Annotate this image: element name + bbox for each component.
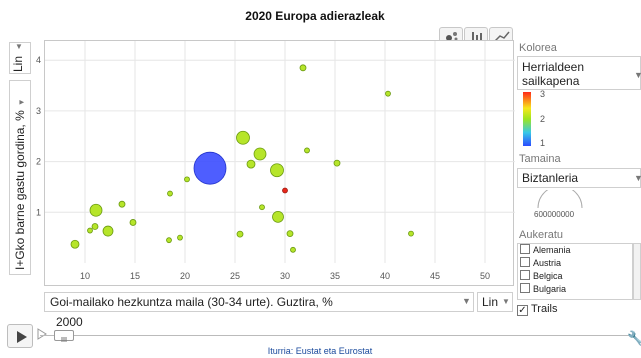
data-point[interactable] <box>118 200 126 208</box>
size-legend-circle <box>537 190 583 209</box>
y-scale-value: Lin <box>11 55 25 72</box>
bar-chart-icon <box>472 32 482 42</box>
data-point[interactable] <box>91 223 99 230</box>
data-point[interactable] <box>333 159 341 167</box>
line-view-button[interactable] <box>489 27 513 43</box>
data-point[interactable] <box>286 230 294 237</box>
data-point[interactable] <box>253 147 267 161</box>
year-label: 2000 <box>56 315 83 329</box>
data-point[interactable] <box>87 227 93 234</box>
list-item[interactable]: Austria <box>518 257 632 270</box>
plot-area[interactable]: 10 15 20 25 30 35 40 45 50 1 2 3 4 <box>36 40 515 287</box>
gridlines <box>45 41 515 263</box>
color-tick-mid: 2 <box>540 114 546 124</box>
data-points <box>70 64 414 253</box>
data-point[interactable] <box>166 237 172 244</box>
bubble-chart-icon <box>446 32 458 41</box>
data-point[interactable] <box>385 90 391 97</box>
scatter-plot[interactable]: 10 15 20 25 30 35 40 45 50 1 2 3 4 <box>36 41 515 287</box>
y-tick-label: 1 <box>36 207 41 217</box>
country-list[interactable]: Alemania Austria Belgica Bulgaria <box>517 243 633 300</box>
list-item[interactable]: Alemania <box>518 244 632 257</box>
data-point[interactable] <box>89 203 103 217</box>
data-point[interactable] <box>272 210 284 223</box>
data-point[interactable] <box>167 190 173 197</box>
y-tick-label: 3 <box>36 106 41 116</box>
x-tick-label: 45 <box>430 271 440 281</box>
list-item[interactable]: Belgica <box>518 270 632 283</box>
y-tick-label: 4 <box>36 55 41 65</box>
checkbox[interactable] <box>520 283 530 293</box>
chevron-down-icon: ▼ <box>634 173 641 183</box>
data-point[interactable] <box>70 239 80 249</box>
time-slider[interactable] <box>40 335 630 336</box>
y-axis-select[interactable] <box>9 80 31 275</box>
data-point[interactable] <box>259 204 265 211</box>
list-item[interactable]: Bulgaria <box>518 283 632 296</box>
data-point[interactable] <box>236 130 250 145</box>
x-tick-label: 35 <box>330 271 340 281</box>
data-point[interactable] <box>408 230 414 237</box>
line-chart-icon <box>494 31 510 42</box>
x-tick-label: 40 <box>380 271 390 281</box>
slider-handle[interactable] <box>54 330 74 342</box>
x-axis-select[interactable]: Goi-mailako hezkuntza maila (30-34 urte)… <box>44 292 474 312</box>
aukeratu-label: Aukeratu <box>519 229 564 241</box>
play-button[interactable] <box>7 324 33 348</box>
data-point[interactable] <box>102 225 114 237</box>
color-tick-max: 3 <box>540 89 546 99</box>
data-point[interactable] <box>270 163 284 178</box>
x-tick-label: 15 <box>130 271 140 281</box>
wrench-icon[interactable]: 🔧 <box>627 330 641 346</box>
data-point[interactable] <box>290 246 296 253</box>
x-tick-label: 25 <box>230 271 240 281</box>
x-tick-label: 50 <box>480 271 490 281</box>
y-tick-label: 2 <box>36 157 41 167</box>
source-credit: Iturria: Eustat eta Eurostat <box>267 346 373 356</box>
color-tick-min: 1 <box>540 138 546 148</box>
data-point[interactable] <box>177 234 183 241</box>
x-axis-ticks: 10 15 20 25 30 35 40 45 50 <box>80 271 490 281</box>
bubble-view-button[interactable] <box>439 27 463 43</box>
y-axis-ticks: 1 2 3 4 <box>36 55 41 217</box>
x-tick-label: 30 <box>280 271 290 281</box>
checkbox[interactable] <box>520 257 530 267</box>
size-select[interactable]: Biztanleria <box>517 168 641 188</box>
color-select[interactable]: Herrialdeen sailkapena <box>517 56 641 90</box>
data-point[interactable] <box>184 176 190 183</box>
data-point[interactable] <box>236 230 244 238</box>
y-scale-select[interactable] <box>9 42 31 74</box>
y-axis-label-text: I+Gko barne gastu gordina, % <box>13 110 27 270</box>
data-point[interactable] <box>304 147 310 154</box>
data-point[interactable] <box>246 159 256 169</box>
size-legend-value: 600000000 <box>534 210 575 219</box>
x-scale-select[interactable]: Lin <box>477 292 513 312</box>
x-tick-label: 20 <box>180 271 190 281</box>
trails-toggle[interactable]: ✓ Trails <box>517 303 558 316</box>
color-label: Kolorea <box>519 42 557 54</box>
step-icon[interactable] <box>36 327 48 341</box>
play-icon <box>17 331 27 343</box>
x-tick-label: 10 <box>80 271 90 281</box>
color-scale-bar <box>523 92 531 146</box>
size-label: Tamaina <box>519 153 561 165</box>
list-scrollbar[interactable] <box>633 243 641 300</box>
data-point[interactable] <box>193 151 227 185</box>
chevron-down-icon: ▼ <box>462 296 471 306</box>
chart-title: 2020 Europa adierazleak <box>245 9 385 23</box>
trails-checkbox[interactable]: ✓ <box>517 305 528 316</box>
chevron-down-icon: ▼ <box>17 98 26 107</box>
chevron-down-icon: ▼ <box>15 42 23 51</box>
data-point[interactable] <box>282 187 288 194</box>
grip-icon <box>61 337 67 342</box>
chevron-down-icon: ▼ <box>634 70 641 80</box>
y-axis-label: I+Gko barne gastu gordina, % ▼ <box>13 80 29 270</box>
data-point[interactable] <box>299 64 307 72</box>
checkbox[interactable] <box>520 244 530 254</box>
chevron-down-icon: ▼ <box>502 297 510 306</box>
checkbox[interactable] <box>520 270 530 280</box>
bar-view-button[interactable] <box>464 27 488 43</box>
data-point[interactable] <box>129 219 137 226</box>
